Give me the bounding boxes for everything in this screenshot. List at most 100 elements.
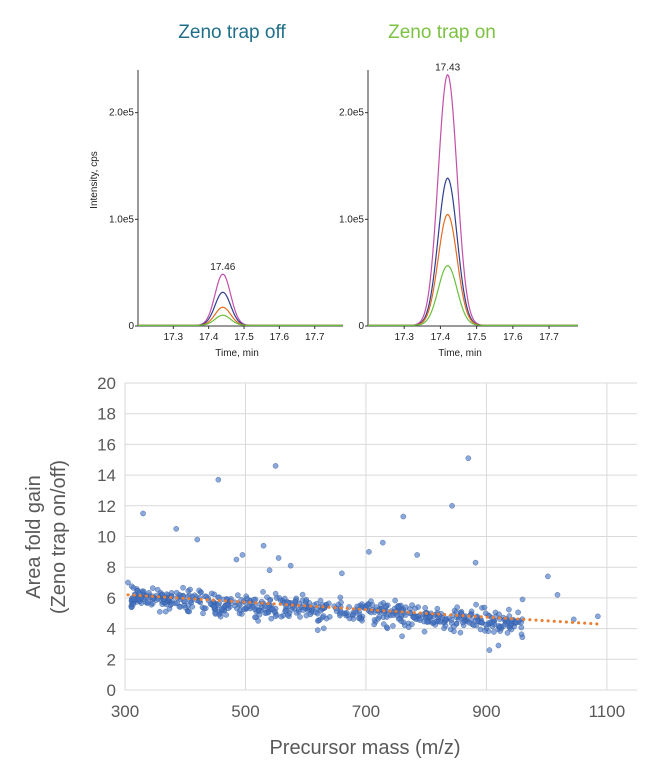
scatter-point (181, 598, 188, 605)
scatter-y-tick-label: 8 (107, 558, 116, 577)
scatter-point (366, 549, 372, 555)
scatter-point (281, 595, 288, 602)
scatter-point (400, 513, 407, 520)
scatter-point (315, 618, 321, 624)
chrom-on-x-tick-label: 17.5 (467, 332, 487, 343)
scatter-point (489, 623, 496, 630)
scatter-point (496, 611, 502, 618)
chrom-off-peak-label: 17.46 (210, 262, 235, 273)
scatter-trendline (126, 593, 600, 626)
scatter-point (352, 608, 359, 615)
scatter-point (156, 608, 163, 615)
scatter-y-tick-label: 16 (97, 435, 116, 454)
scatter-point (239, 552, 246, 558)
scatter-point (405, 624, 412, 631)
scatter-point (424, 619, 430, 625)
scatter-panel: 0 2 4 6 8 10 12 14 16 18 20 300 500 700 900 1100 Precur… (23, 374, 637, 759)
scatter-x-label: Precursor mass (m/z) (269, 737, 460, 759)
scatter-point (208, 590, 215, 597)
scatter-x-tick-label: 500 (231, 702, 259, 721)
scatter-point (140, 588, 147, 595)
scatter-y-label-line2: (Zeno trap on/off) (48, 460, 70, 614)
scatter-point (267, 597, 273, 603)
scatter-point (337, 594, 344, 601)
scatter-point (457, 629, 464, 636)
scatter-point (174, 600, 181, 606)
scatter-point (260, 542, 267, 549)
scatter-point (252, 614, 258, 621)
scatter-point (197, 589, 204, 596)
scatter-point (545, 573, 551, 580)
scatter-point (278, 613, 285, 620)
scatter-y-tick-label: 4 (107, 620, 116, 639)
chrom-on-x-tick-label: 17.4 (431, 332, 451, 343)
scatter-point (320, 613, 327, 619)
chrom-off-x-tick-label: 17.6 (270, 332, 290, 343)
scatter-point (297, 614, 303, 620)
scatter-point (442, 615, 449, 622)
scatter-point (266, 567, 273, 574)
scatter-point (554, 591, 561, 598)
scatter-x-tick-label: 300 (111, 702, 139, 721)
scatter-point (513, 619, 520, 626)
scatter-point (223, 612, 229, 618)
chrom-off-y-tick-label: 0 (128, 321, 134, 332)
scatter-point (149, 585, 156, 591)
scatter-point (320, 625, 327, 632)
scatter-point (194, 536, 201, 543)
scatter-point (482, 610, 489, 617)
chrom-on-x-tick-label: 17.6 (503, 332, 523, 343)
scatter-point (455, 616, 462, 623)
scatter-point (300, 607, 307, 613)
scatter-point (273, 595, 280, 601)
scatter-point (449, 502, 455, 509)
scatter-point (506, 613, 513, 619)
scatter-point (506, 606, 512, 613)
scatter-point (465, 455, 472, 462)
chrom-on-y-tick-label: 0 (358, 321, 364, 332)
scatter-point (394, 612, 400, 619)
scatter-point (335, 601, 342, 608)
scatter-point (215, 476, 222, 483)
scatter-point (307, 611, 314, 618)
scatter-point (272, 463, 279, 469)
chrom-on-trace-4 (368, 265, 578, 326)
chrom-off-trace-1 (138, 273, 343, 326)
scatter-point (518, 624, 525, 631)
scatter-point (326, 614, 333, 620)
scatter-point (472, 559, 479, 566)
scatter-point (442, 622, 449, 629)
scatter-point (292, 598, 299, 605)
scatter-point (359, 601, 365, 607)
scatter-point (203, 593, 210, 600)
chrom-off-trace-4 (138, 314, 343, 326)
scatter-point (303, 598, 309, 605)
scatter-point (390, 623, 396, 629)
scatter-point (504, 630, 511, 636)
scatter-point (189, 593, 196, 600)
scatter-point (422, 605, 429, 611)
scatter-point (288, 606, 295, 613)
scatter-point (275, 555, 282, 561)
scatter-point (519, 634, 526, 641)
scatter-y-tick-label: 0 (107, 681, 116, 700)
chromatogram-off-x-label: Time, min (215, 348, 259, 359)
scatter-point (284, 612, 291, 618)
scatter-point (233, 556, 240, 563)
scatter-point (434, 605, 441, 612)
scatter-point (162, 608, 169, 615)
scatter-point (186, 608, 193, 615)
scatter-point (595, 613, 601, 620)
scatter-point (140, 510, 146, 517)
scatter-point (339, 570, 345, 577)
scatter-point (287, 562, 294, 569)
scatter-point (317, 607, 324, 614)
scatter-point (481, 604, 488, 611)
chrom-on-peak-label: 17.43 (435, 62, 460, 73)
scatter-point (218, 606, 225, 612)
scatter-point (260, 589, 266, 595)
chromatogram-on-panel: Zeno trap on Time, min 17.3 17.4 17.5 17.6 1… (339, 22, 578, 359)
scatter-point (262, 602, 269, 609)
scatter-point (180, 584, 186, 591)
